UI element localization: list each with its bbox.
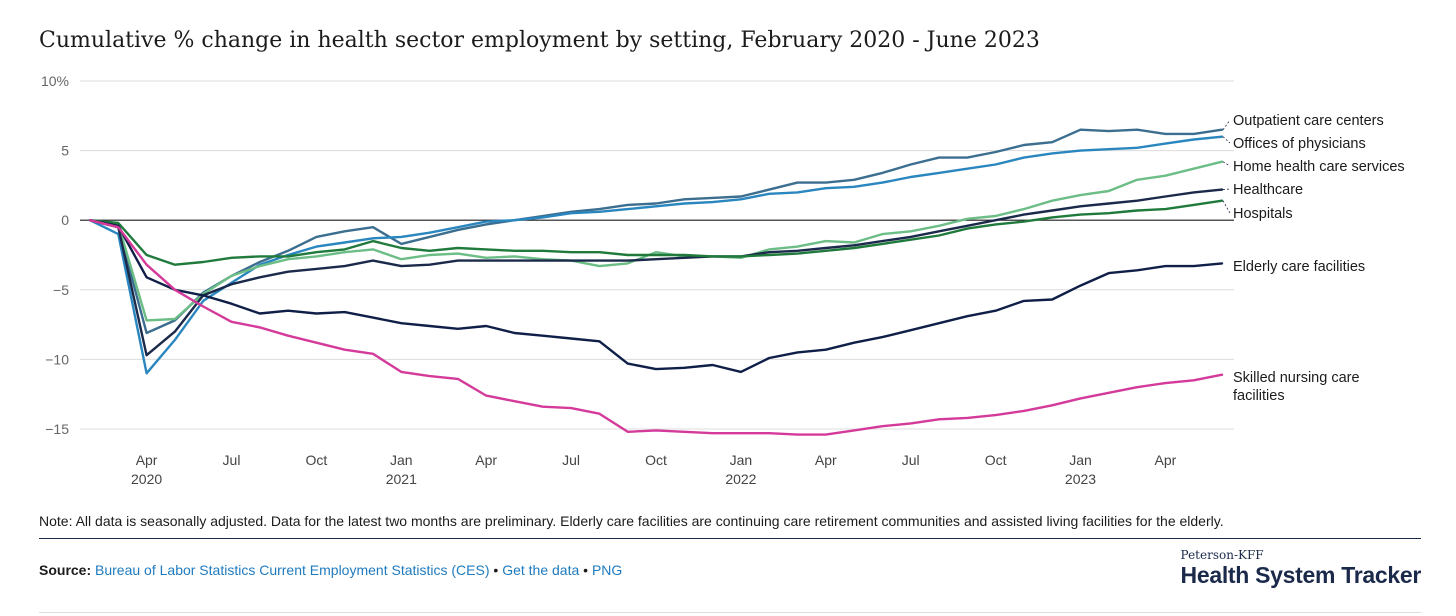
x-tick-label: Apr [815,452,837,468]
series-line-elderly-care-facilities [88,218,1224,374]
x-tick-label: Oct [645,452,667,468]
get-the-data-link[interactable]: Get the data [502,562,580,578]
y-tick-label: 0 [61,212,69,228]
separator: • [583,562,589,578]
brand-big-text: Health System Tracker [1180,562,1422,588]
series-label-healthcare: Healthcare [1233,182,1303,198]
series-label-hospitals: Hospitals [1233,206,1293,222]
x-tick-label: Jan [390,452,413,468]
label-leader [1222,200,1231,214]
label-leader [1222,119,1231,130]
x-tick-year-label: 2022 [725,471,756,487]
x-tick-label: Apr [1155,452,1177,468]
x-tick-label: Jan [1069,452,1092,468]
x-tick-label: Jan [730,452,753,468]
series-line-skilled-nursing-care-facilities [88,218,1224,436]
y-axis-ticks: 10% 5 0 −5 −10 −15 [41,73,69,437]
series-line-healthcare [88,188,1224,357]
line-chart: 10% 5 0 −5 −10 −15 Apr 2020 Jul Oct Jan 2021 Apr Jul… [41,73,1405,487]
grid-lines [80,80,1234,430]
x-tick-year-label: 2020 [131,471,162,487]
series-lines [88,128,1224,436]
x-axis-ticks: Apr 2020 Jul Oct Jan 2021 Apr Jul Oct Jan 2022 Apr J… [131,452,1177,487]
label-leader [1222,188,1231,190]
x-tick-label: Oct [306,452,328,468]
y-tick-label: −15 [45,421,69,437]
source-line: Source: Bureau of Labor Statistics Curre… [39,562,622,578]
series-line-home-health-care-services [88,160,1224,322]
x-tick-label: Jul [562,452,580,468]
brand-logo[interactable]: Peterson-KFF Health System Tracker [1180,548,1422,589]
series-label-elderly-care-facilities: Elderly care facilities [1233,259,1365,275]
label-leader [1222,136,1231,144]
brand-small-text: Peterson-KFF [1180,548,1264,562]
png-link[interactable]: PNG [591,562,623,578]
x-tick-year-label: 2021 [386,471,417,487]
bottom-divider [39,612,1421,613]
x-tick-label: Jul [902,452,920,468]
x-tick-label: Apr [475,452,497,468]
x-tick-label: Apr [136,452,158,468]
label-leader [1222,161,1231,167]
series-label-home-health-care-services: Home health care services [1233,159,1405,175]
x-tick-label: Oct [985,452,1007,468]
chart-title: Cumulative % change in health sector emp… [39,28,1040,53]
separator: • [493,562,499,578]
chart-note: Note: All data is seasonally adjusted. D… [39,513,1224,529]
series-labels: Outpatient care centers Offices of physic… [1222,113,1405,404]
y-tick-label: 5 [61,143,69,159]
y-tick-label: 10% [41,73,69,89]
divider [39,538,1421,539]
x-tick-year-label: 2023 [1065,471,1096,487]
bls-ces-link[interactable]: Bureau of Labor Statistics Current Emplo… [95,562,490,578]
series-line-hospitals [88,199,1224,266]
series-label-outpatient-care-centers: Outpatient care centers [1233,113,1384,129]
y-tick-label: −5 [53,282,69,298]
series-label-skilled-nursing-care-facilities: facilities [1233,388,1285,404]
series-label-offices-of-physicians: Offices of physicians [1233,136,1366,152]
y-tick-label: −10 [45,351,69,367]
source-prefix: Source: [39,562,92,578]
x-tick-label: Jul [223,452,241,468]
series-line-offices-of-physicians [88,135,1224,375]
series-label-skilled-nursing-care-facilities: Skilled nursing care [1233,370,1360,386]
series-line-outpatient-care-centers [88,128,1224,335]
